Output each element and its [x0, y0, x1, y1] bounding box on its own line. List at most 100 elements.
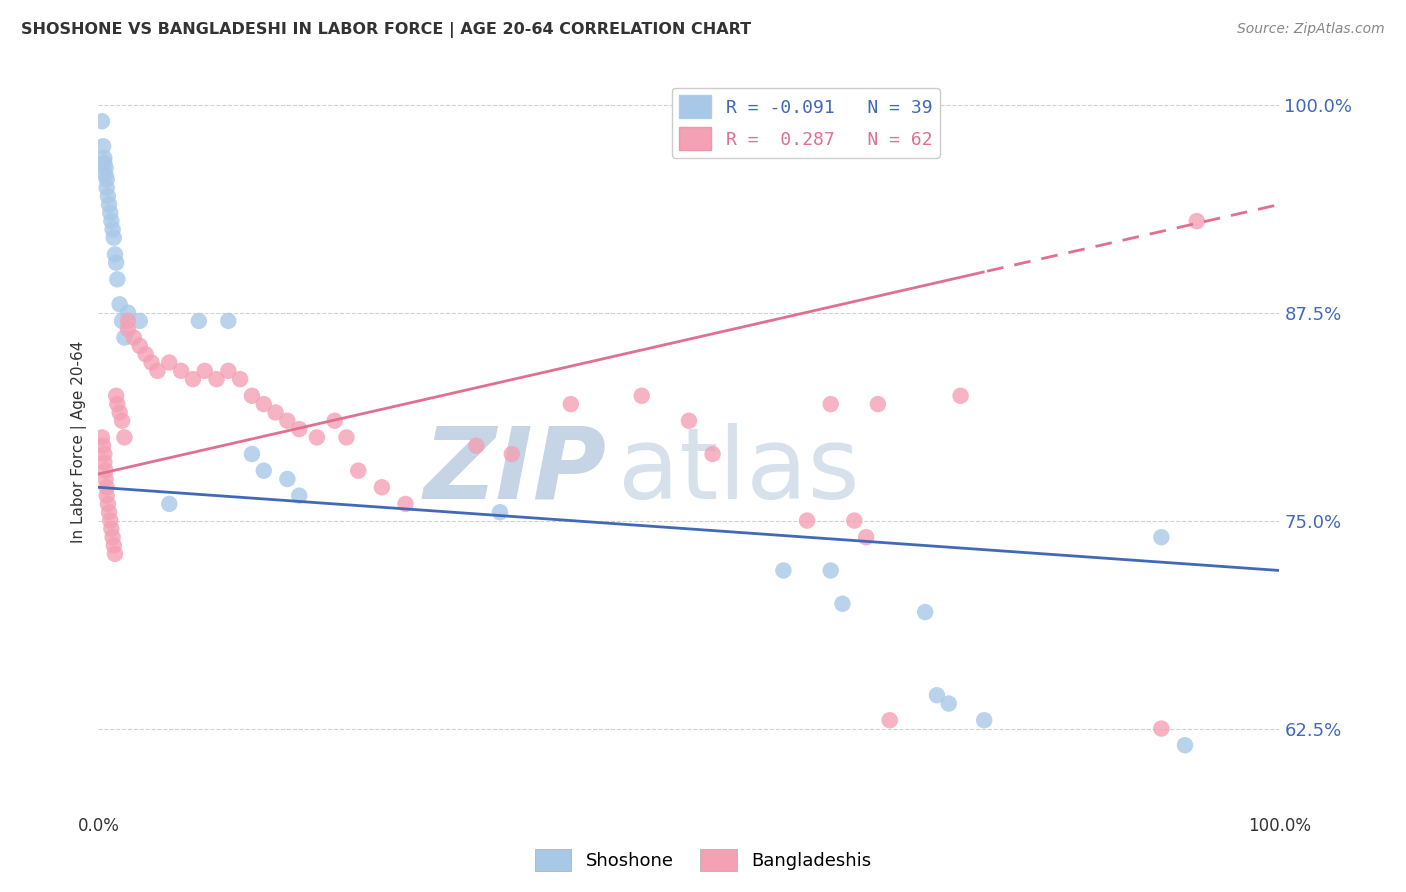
Point: [276, 414, 298, 428]
Point: [96, 489, 118, 503]
Point: [489, 505, 512, 519]
Point: [111, 414, 134, 428]
Point: [187, 314, 209, 328]
Point: [866, 397, 889, 411]
Point: [702, 447, 724, 461]
Point: [105, 272, 128, 286]
Point: [240, 447, 263, 461]
Point: [128, 314, 150, 328]
Point: [94, 168, 117, 182]
Point: [91, 139, 114, 153]
Point: [103, 231, 125, 245]
Point: [101, 530, 124, 544]
Legend: Shoshone, Bangladeshis: Shoshone, Bangladeshis: [527, 842, 879, 879]
Point: [678, 414, 700, 428]
Point: [157, 497, 180, 511]
Point: [335, 430, 357, 444]
Point: [141, 355, 163, 369]
Point: [925, 688, 948, 702]
Point: [217, 364, 239, 378]
Point: [108, 297, 131, 311]
Point: [772, 564, 794, 578]
Point: [394, 497, 416, 511]
Point: [276, 472, 298, 486]
Point: [347, 464, 370, 478]
Point: [135, 347, 157, 361]
Point: [240, 389, 263, 403]
Point: [97, 189, 120, 203]
Point: [117, 314, 139, 328]
Point: [879, 713, 901, 727]
Point: [938, 697, 960, 711]
Point: [112, 330, 135, 344]
Point: [93, 156, 115, 170]
Point: [128, 339, 150, 353]
Point: [94, 464, 117, 478]
Point: [1185, 214, 1208, 228]
Point: [630, 389, 652, 403]
Point: [288, 422, 311, 436]
Point: [96, 480, 118, 494]
Point: [105, 389, 128, 403]
Point: [103, 539, 125, 553]
Point: [820, 397, 842, 411]
Point: [94, 161, 117, 175]
Point: [100, 214, 122, 228]
Text: ZIP: ZIP: [423, 423, 606, 520]
Point: [91, 439, 114, 453]
Point: [323, 414, 346, 428]
Point: [98, 514, 121, 528]
Point: [122, 330, 145, 344]
Point: [170, 364, 193, 378]
Point: [112, 430, 135, 444]
Point: [181, 372, 204, 386]
Point: [98, 505, 121, 519]
Point: [288, 489, 311, 503]
Y-axis label: In Labor Force | Age 20-64: In Labor Force | Age 20-64: [72, 341, 87, 542]
Text: Source: ZipAtlas.com: Source: ZipAtlas.com: [1237, 22, 1385, 37]
Legend: R = -0.091   N = 39, R =  0.287   N = 62: R = -0.091 N = 39, R = 0.287 N = 62: [672, 87, 939, 158]
Point: [217, 314, 239, 328]
Point: [371, 480, 394, 494]
Point: [844, 514, 866, 528]
Point: [91, 114, 114, 128]
Point: [108, 405, 131, 419]
Point: [105, 397, 128, 411]
Point: [831, 597, 853, 611]
Point: [305, 430, 328, 444]
Point: [855, 530, 877, 544]
Point: [560, 397, 582, 411]
Point: [97, 497, 120, 511]
Point: [96, 172, 118, 186]
Point: [111, 314, 134, 328]
Point: [96, 181, 118, 195]
Point: [100, 522, 122, 536]
Point: [104, 247, 127, 261]
Point: [94, 472, 117, 486]
Text: atlas: atlas: [619, 423, 859, 520]
Point: [146, 364, 169, 378]
Point: [98, 206, 121, 220]
Point: [93, 455, 115, 469]
Point: [157, 355, 180, 369]
Point: [1150, 722, 1173, 736]
Point: [93, 447, 115, 461]
Point: [1174, 738, 1197, 752]
Point: [796, 514, 818, 528]
Text: SHOSHONE VS BANGLADESHI IN LABOR FORCE | AGE 20-64 CORRELATION CHART: SHOSHONE VS BANGLADESHI IN LABOR FORCE |…: [21, 22, 751, 38]
Point: [105, 255, 128, 269]
Point: [465, 439, 488, 453]
Point: [104, 547, 127, 561]
Point: [501, 447, 523, 461]
Point: [229, 372, 252, 386]
Point: [1150, 530, 1173, 544]
Point: [264, 405, 287, 419]
Point: [117, 322, 139, 336]
Point: [253, 464, 276, 478]
Point: [949, 389, 972, 403]
Point: [973, 713, 995, 727]
Point: [91, 430, 114, 444]
Point: [253, 397, 276, 411]
Point: [93, 151, 115, 165]
Point: [101, 222, 124, 236]
